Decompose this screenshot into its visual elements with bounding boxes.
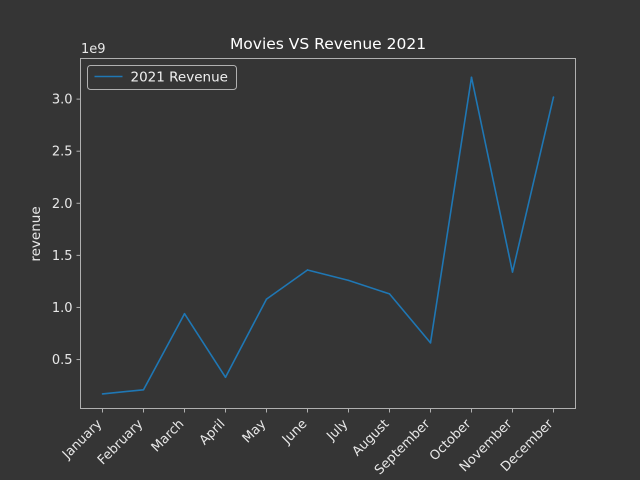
legend-box xyxy=(87,65,237,90)
data-point xyxy=(347,279,350,282)
x-tick-label: May xyxy=(240,417,270,447)
chart-title: Movies VS Revenue 2021 xyxy=(230,35,426,53)
data-point xyxy=(429,342,432,344)
data-point xyxy=(388,293,391,295)
y-offset-text: 1e9 xyxy=(81,42,106,57)
x-tick-label: March xyxy=(149,417,188,456)
data-point xyxy=(552,96,555,98)
y-tick-label: 0.5 xyxy=(52,353,73,368)
data-point xyxy=(101,393,104,395)
data-point xyxy=(224,376,227,379)
data-point xyxy=(265,298,268,300)
data-point xyxy=(511,271,514,273)
y-tick-label: 1.5 xyxy=(52,249,73,264)
series-line xyxy=(102,76,555,395)
data-point xyxy=(470,76,473,79)
y-tick-label: 3.0 xyxy=(52,93,73,108)
x-tick-label: June xyxy=(279,417,310,448)
data-point xyxy=(183,312,186,315)
x-tick-label: July xyxy=(323,417,351,445)
x-tick-label: April xyxy=(197,417,229,449)
legend-label: 2021 Revenue xyxy=(131,70,228,86)
data-point xyxy=(306,269,309,271)
data-point xyxy=(142,388,145,391)
y-tick-label: 1.0 xyxy=(52,301,73,316)
axes-frame xyxy=(80,58,576,409)
y-tick-label: 2.5 xyxy=(52,145,73,160)
x-tick-label: February xyxy=(95,417,147,469)
legend: 2021 Revenue xyxy=(87,65,237,90)
y-tick-label: 2.0 xyxy=(52,197,73,212)
y-axis-label: revenue xyxy=(28,206,44,261)
